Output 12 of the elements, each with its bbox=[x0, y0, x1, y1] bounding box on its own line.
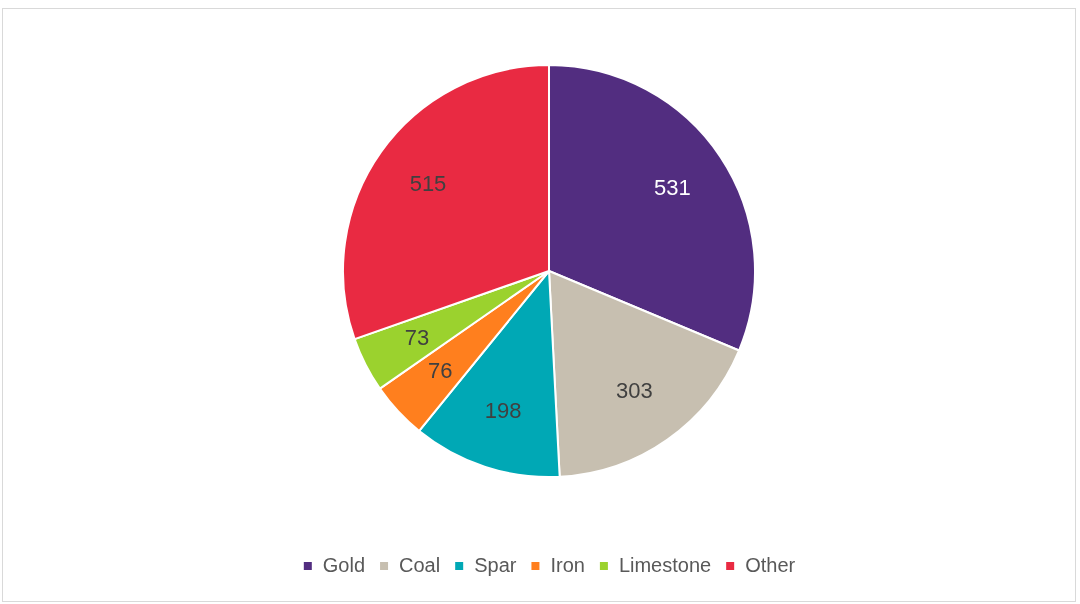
legend-label: Gold bbox=[322, 553, 366, 576]
data-label: 76 bbox=[428, 357, 453, 383]
data-label: 515 bbox=[409, 171, 447, 197]
legend-label: Spar bbox=[474, 553, 517, 576]
data-label: 198 bbox=[484, 398, 522, 424]
legend-label: Limestone bbox=[618, 553, 712, 576]
data-label: 303 bbox=[615, 378, 653, 404]
legend-label: Other bbox=[745, 553, 796, 576]
legend-label: Iron bbox=[550, 553, 585, 576]
legend-label: Coal bbox=[399, 553, 441, 576]
data-label: 73 bbox=[404, 324, 430, 350]
data-label: 531 bbox=[654, 174, 691, 200]
